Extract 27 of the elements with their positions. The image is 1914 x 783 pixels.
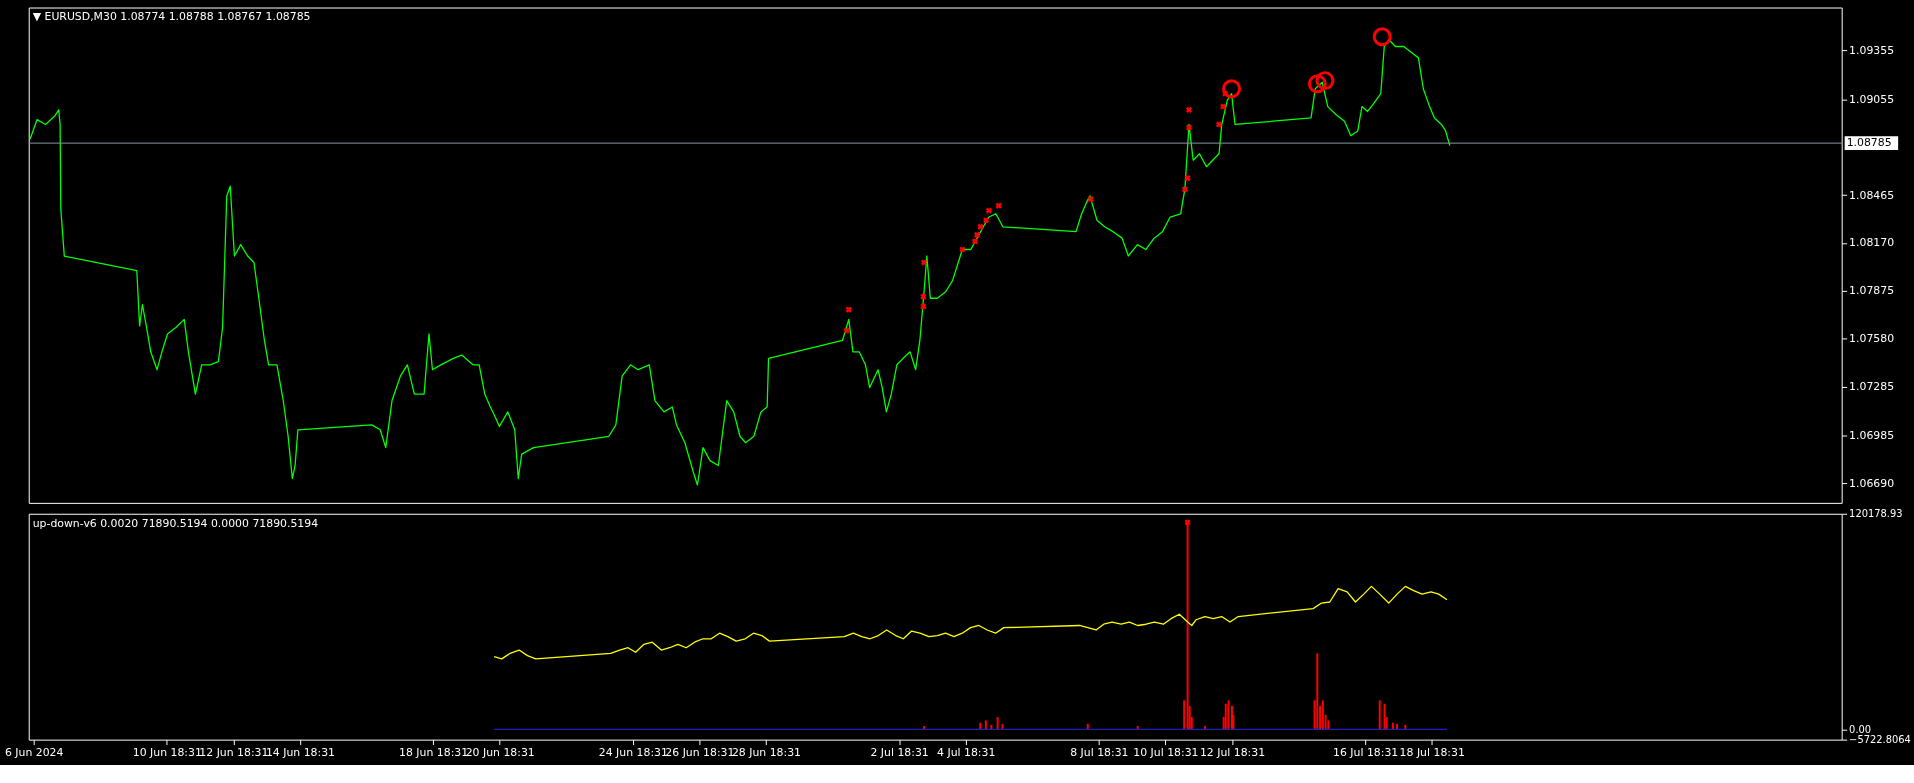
y-tick-label: 1.09355	[1849, 44, 1895, 58]
y-tick-label: 1.08170	[1849, 236, 1895, 250]
y-tick-label: 1.07285	[1849, 380, 1895, 394]
x-tick-label: 8 Jul 18:31	[1070, 745, 1129, 759]
y-tick-label: 0.00	[1849, 723, 1872, 735]
x-tick-label: 18 Jul 18:31	[1399, 745, 1465, 759]
y-tick-label: 1.09055	[1849, 92, 1895, 106]
x-tick-label: 24 Jun 18:31	[598, 745, 668, 759]
y-tick-label: −5722.8064	[1849, 734, 1911, 746]
x-tick-label: 10 Jul 18:31	[1133, 745, 1199, 759]
ref-line-label: 1.08785	[1846, 136, 1892, 150]
x-tick-label: 12 Jul 18:31	[1199, 745, 1266, 759]
y-tick-label: 1.08465	[1849, 188, 1895, 202]
x-tick-label: 10 Jun 18:31	[132, 745, 202, 759]
chart-title: ▼ EURUSD,M30 1.08774 1.08788 1.08767 1.08785	[32, 10, 311, 24]
x-tick-label: 2 Jul 18:31	[870, 745, 929, 759]
y-tick-label: 1.06985	[1849, 428, 1895, 442]
x-tick-label: 16 Jul 18:31	[1333, 745, 1399, 759]
x-tick-label: 4 Jul 18:31	[937, 745, 996, 759]
y-tick-label: 1.07580	[1849, 332, 1895, 346]
y-tick-label: 1.07875	[1849, 284, 1895, 298]
x-tick-label: 6 Jun 2024	[4, 745, 64, 759]
y-tick-label: 1.06690	[1849, 476, 1895, 490]
x-tick-label: 20 Jun 18:31	[465, 745, 535, 759]
chart-title: up-down-v6 0.0020 71890.5194 0.0000 71890.5194	[32, 516, 319, 530]
y-tick-label: 120178.93	[1849, 508, 1903, 520]
x-tick-label: 12 Jun 18:31	[199, 745, 269, 759]
